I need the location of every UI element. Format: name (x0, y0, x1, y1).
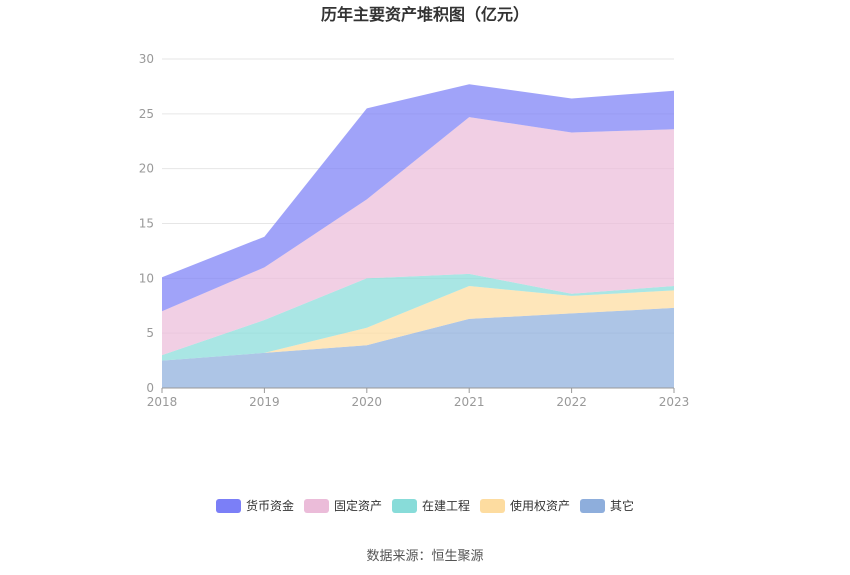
x-tick-label: 2018 (147, 395, 178, 409)
legend-label: 固定资产 (334, 498, 382, 513)
area-在建工程[interactable] (162, 273, 674, 361)
axes: 0 5 10 15 20 25 30 2018 2019 2020 2021 2022 2023 (139, 52, 690, 409)
legend-item-使用权资产[interactable]: 使用权资产 (480, 498, 570, 513)
y-tick-label: 20 (139, 162, 154, 176)
y-tick-label: 5 (146, 326, 154, 340)
area-其它[interactable] (162, 307, 674, 388)
x-tick-label: 2023 (659, 395, 690, 409)
legend-swatch (480, 499, 505, 513)
y-tick-label: 15 (139, 217, 154, 231)
y-tick-label: 25 (139, 107, 154, 121)
y-tick-label: 10 (139, 271, 154, 285)
area-固定资产[interactable] (162, 117, 674, 356)
data-source: 数据来源：恒生聚源 (366, 549, 483, 564)
legend-swatch (304, 499, 329, 513)
legend-item-其它[interactable]: 其它 (580, 498, 634, 513)
legend-label: 货币资金 (246, 498, 294, 513)
x-tick-label: 2021 (454, 395, 485, 409)
x-tick-label: 2020 (352, 395, 383, 409)
legend-swatch (580, 499, 605, 513)
y-tick-label: 30 (139, 52, 154, 66)
legend-swatch (392, 499, 417, 513)
legend-item-固定资产[interactable]: 固定资产 (304, 498, 382, 513)
legend-label: 在建工程 (422, 498, 470, 513)
area-使用权资产[interactable] (162, 286, 674, 361)
legend[interactable]: 货币资金 固定资产 在建工程 使用权资产 其它 (216, 498, 634, 513)
x-tick-label: 2019 (249, 395, 280, 409)
area-货币资金[interactable] (162, 84, 674, 312)
area-series (162, 84, 674, 388)
legend-label: 其它 (610, 498, 634, 513)
legend-swatch (216, 499, 241, 513)
legend-item-在建工程[interactable]: 在建工程 (392, 498, 470, 513)
chart-title: 历年主要资产堆积图（亿元） (321, 5, 529, 24)
legend-label: 使用权资产 (510, 498, 570, 513)
legend-item-货币资金[interactable]: 货币资金 (216, 498, 294, 513)
x-tick-label: 2022 (556, 395, 587, 409)
y-tick-label: 0 (146, 381, 154, 395)
